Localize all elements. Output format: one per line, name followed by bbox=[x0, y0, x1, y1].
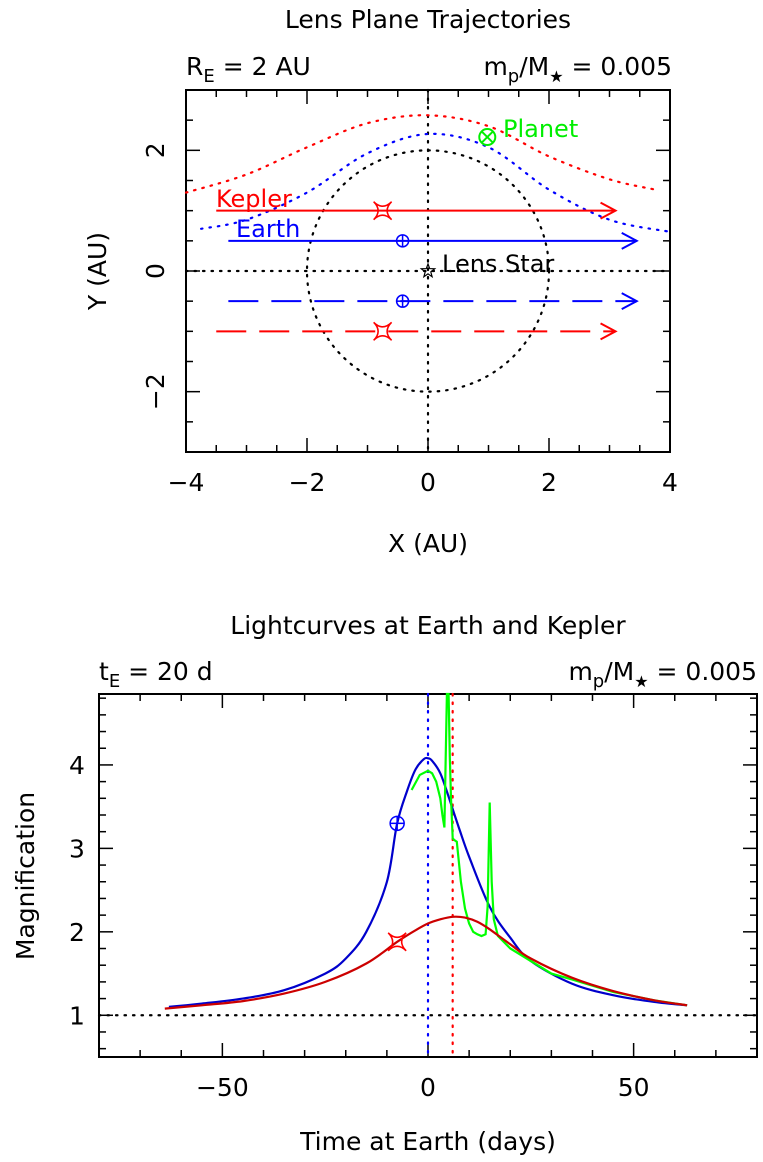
planet-icon bbox=[478, 128, 497, 147]
kepler-trajectory-solid bbox=[216, 201, 618, 220]
bottom-y-tick-label: 2 bbox=[69, 918, 85, 947]
bottom-subtitle-right-c: = 0.005 bbox=[649, 657, 757, 686]
top-subtitle-right-b: /M bbox=[519, 52, 549, 81]
earth-trajectory-dashed bbox=[228, 292, 639, 311]
earth-marker bbox=[395, 294, 410, 308]
top-subtitle-right: mp/M★ = 0.005 bbox=[483, 52, 672, 87]
bottom-subtitle-right: mp/M★ = 0.005 bbox=[568, 657, 757, 692]
bottom-subtitle-right-star: ★ bbox=[634, 672, 648, 691]
top-x-tick-label: 4 bbox=[662, 468, 678, 497]
kepler-planet-track bbox=[184, 114, 656, 194]
bottom-subtitle-right-a: m bbox=[568, 657, 592, 686]
bottom-y-ticks bbox=[99, 697, 757, 1050]
bottom-subtitle-right-sub: p bbox=[593, 671, 604, 692]
top-x-tick-label: 2 bbox=[541, 468, 557, 497]
kepler-marker bbox=[387, 932, 407, 952]
lens-star-icon bbox=[419, 262, 437, 279]
earth-label: Earth bbox=[236, 215, 300, 243]
planet-cross bbox=[481, 130, 494, 144]
earth-trajectory-solid-head bbox=[621, 231, 639, 250]
kepler-trajectory-solid-head bbox=[600, 201, 618, 220]
earth-trajectory-solid bbox=[228, 231, 639, 250]
top-subtitle-right-c: = 0.005 bbox=[564, 52, 672, 81]
top-subtitle-right-star: ★ bbox=[549, 67, 563, 86]
top-subtitle-right-sub: p bbox=[508, 66, 519, 87]
top-y-axis-label: Y (AU) bbox=[83, 232, 112, 311]
planet-lightcurve bbox=[410, 692, 688, 1007]
planet-label: Planet bbox=[503, 115, 578, 143]
top-x-tick-label: −4 bbox=[168, 468, 205, 497]
kepler-trajectory-dashed-head bbox=[600, 322, 618, 341]
kepler-label: Kepler bbox=[216, 185, 292, 213]
bottom-y-tick-label: 1 bbox=[69, 1001, 85, 1030]
bottom-x-tick-label: −50 bbox=[196, 1073, 249, 1102]
bottom-plot-area: −50 0 50 1 2 3 4 bbox=[69, 692, 759, 1102]
top-y-tick-label: 0 bbox=[141, 263, 170, 279]
top-x-tick-label: 0 bbox=[420, 468, 436, 497]
bottom-subtitle-left: tE = 20 d bbox=[99, 657, 213, 692]
earth-marker bbox=[389, 815, 405, 832]
top-subtitle-right-a: m bbox=[483, 52, 507, 81]
bottom-chart-title: Lightcurves at Earth and Kepler bbox=[230, 611, 626, 640]
earth-trajectory-dashed-head bbox=[621, 292, 639, 311]
kepler-trajectory-dashed bbox=[216, 322, 618, 341]
top-subtitle-left-rest: = 2 AU bbox=[215, 52, 311, 81]
bottom-y-tick-label: 3 bbox=[69, 834, 85, 863]
top-x-axis-label: X (AU) bbox=[388, 529, 468, 558]
bottom-subtitle-left-sub: E bbox=[109, 671, 120, 692]
top-y-ticks bbox=[186, 89, 670, 453]
top-subtitle-left: RE = 2 AU bbox=[186, 52, 311, 87]
top-x-tick-label: −2 bbox=[289, 468, 326, 497]
bottom-x-ticks bbox=[98, 694, 758, 1057]
top-chart-title: Lens Plane Trajectories bbox=[285, 5, 571, 34]
bottom-x-tick-label: 0 bbox=[420, 1073, 436, 1102]
bottom-subtitle-left-main: t bbox=[99, 657, 109, 686]
earth-planet-track bbox=[200, 132, 672, 233]
bottom-y-axis-label: Magnification bbox=[11, 792, 40, 960]
planet-ring bbox=[478, 128, 497, 147]
top-y-tick-label: −2 bbox=[141, 373, 170, 410]
top-y-tick-label: 2 bbox=[141, 142, 170, 158]
top-subtitle-left-main: R bbox=[186, 52, 203, 81]
bottom-x-tick-label: 50 bbox=[618, 1073, 650, 1102]
lens-star-label: Lens Star bbox=[442, 250, 554, 278]
bottom-x-axis-label: Time at Earth (days) bbox=[299, 1127, 556, 1156]
bottom-subtitle-right-b: /M bbox=[604, 657, 634, 686]
earth-marker bbox=[395, 234, 410, 248]
kepler-marker bbox=[373, 321, 393, 341]
bottom-y-tick-label: 4 bbox=[69, 751, 85, 780]
top-subtitle-left-sub: E bbox=[203, 66, 214, 87]
top-x-ticks bbox=[185, 90, 671, 452]
bottom-subtitle-left-rest: = 20 d bbox=[120, 657, 212, 686]
kepler-lightcurve bbox=[164, 915, 688, 1010]
